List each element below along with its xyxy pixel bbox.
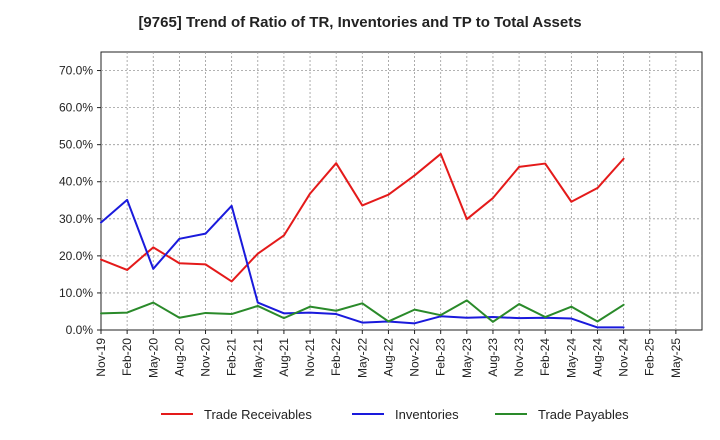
y-tick-label: 20.0% [59,249,93,263]
plot-frame [100,51,703,331]
x-tick-label: Feb-22 [329,338,343,376]
series-line-trade-receivables [100,152,625,283]
x-tick-label: Feb-24 [538,338,552,376]
series-line-trade-payables [100,299,625,323]
x-tick-label: Nov-24 [617,338,631,377]
y-tick-label: 70.0% [59,64,93,78]
x-tick-label: Feb-20 [120,338,134,376]
series-line-inventories [100,198,625,329]
x-axis: Nov-19 Feb-20 May-20 Aug-20 Nov-20 Feb-21 May-… [94,330,683,378]
y-tick-label: 50.0% [59,138,93,152]
x-tick-label: Nov-20 [199,338,213,377]
x-tick-label: Aug-21 [277,338,291,377]
x-tick-label: Aug-24 [590,338,604,377]
x-tick-label: May-22 [355,338,369,378]
y-tick-label: 40.0% [59,175,93,189]
x-tick-label: Aug-23 [486,338,500,377]
y-tick-label: 0.0% [66,323,94,337]
series-lines [100,152,625,329]
legend-label-trade-payables: Trade Payables [538,407,629,422]
x-tick-label: Nov-23 [512,338,526,377]
y-tick-label: 10.0% [59,286,93,300]
x-tick-label: Aug-20 [172,338,186,377]
x-tick-label: Feb-23 [434,338,448,376]
legend-label-inventories: Inventories [395,407,459,422]
legend-label-trade-receivables: Trade Receivables [204,407,312,422]
x-tick-label: May-23 [460,338,474,378]
x-tick-label: May-24 [564,338,578,378]
x-tick-label: Nov-22 [408,338,422,377]
x-tick-label: May-20 [146,338,160,378]
x-tick-label: Aug-22 [381,338,395,377]
legend: Trade Receivables Inventories Trade Payabl… [161,407,629,422]
y-axis: 0.0% 10.0% 20.0% 30.0% 40.0% 50.0% 60.0% 70.0% [59,64,101,337]
x-tick-label: Nov-21 [303,338,317,377]
x-tick-label: May-25 [669,338,683,378]
x-tick-label: Feb-21 [225,338,239,376]
x-tick-label: Nov-19 [94,338,108,377]
y-tick-label: 30.0% [59,212,93,226]
plot-area [100,51,703,331]
y-tick-label: 60.0% [59,101,93,115]
x-tick-label: Feb-25 [643,338,657,376]
chart-title: [9765] Trend of Ratio of TR, Inventories… [138,14,582,31]
x-tick-label: May-21 [251,338,265,378]
